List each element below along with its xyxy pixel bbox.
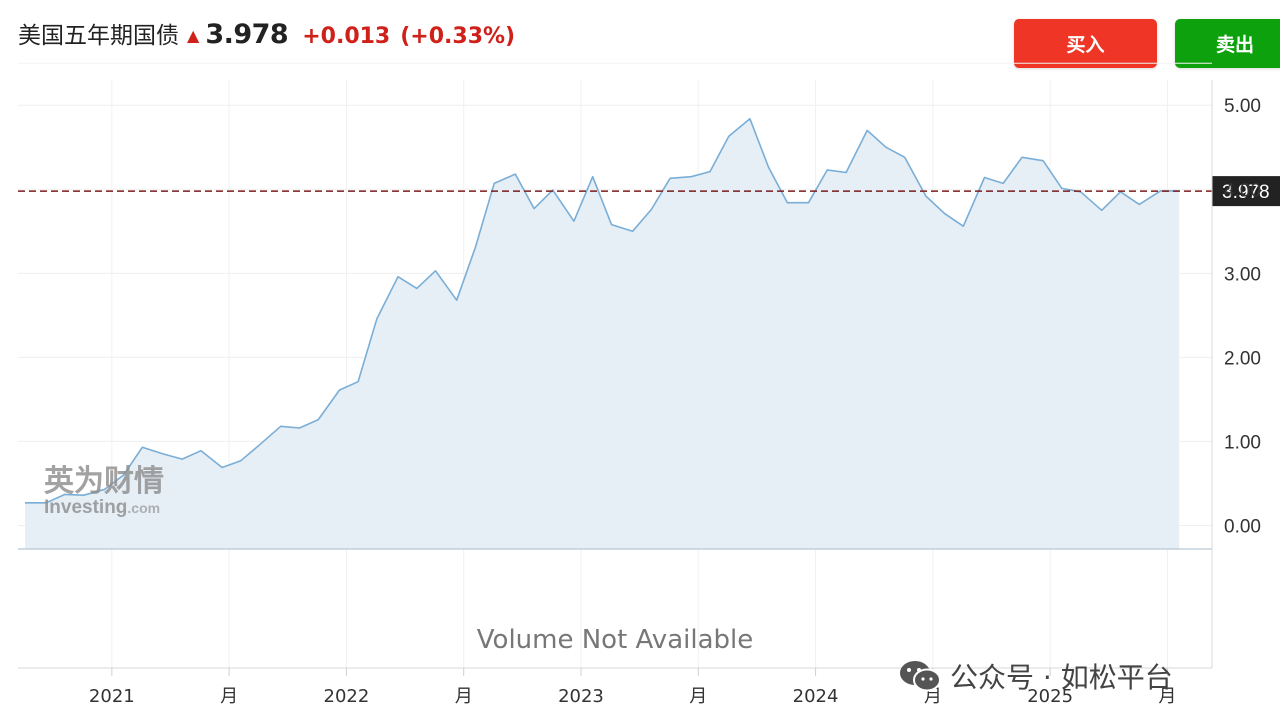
volume-not-available: Volume Not Available [477,625,753,655]
x-tick-label: 月 [455,686,473,707]
y-tick-label: 2.00 [1224,348,1261,369]
y-tick-label: 3.00 [1224,264,1261,285]
price-area-fill [25,118,1180,549]
instrument-title: 美国五年期国债 [18,23,179,49]
x-tick-label: 2022 [324,686,370,707]
wechat-account-text: 公众号 · 如松平台 [950,661,1173,694]
wechat-footer: 公众号 · 如松平台 [898,656,1173,696]
price-change: +0.013 [302,24,391,49]
y-tick-label: 1.00 [1224,432,1261,453]
x-tick-label: 2021 [89,686,135,707]
sell-button[interactable]: 卖出 [1175,19,1280,68]
watermark-cn: 英为财情 [44,464,164,499]
y-tick-label: 0.00 [1224,516,1261,537]
x-tick-label: 2025 [1027,686,1073,707]
watermark-en: Investing.com [44,497,160,518]
x-tick-label: 月 [1158,686,1176,707]
last-price: 3.978 [205,19,289,50]
x-tick-label: 月 [220,686,238,707]
y-tick-label: 4.00 [1224,180,1261,201]
x-tick-label: 2024 [793,686,839,707]
investing-watermark: 英为财情 Investing.com [44,464,164,518]
current-price-tag: 3.978 [1212,176,1280,207]
price-change-percent: (+0.33%) [400,24,516,49]
current-price-label: 3.978 [1222,182,1270,203]
y-axis: 0.00 1.00 2.00 3.00 4.00 5.00 [1224,96,1261,537]
x-tick-label: 月 [689,686,707,707]
x-axis: 2021 月 2022 月 2023 月 2024 月 2025 月 [89,668,1176,707]
up-arrow-icon: ▲ [187,26,200,45]
price-line [25,117,1180,504]
x-tick-label: 2023 [558,686,604,707]
wechat-icon [900,661,941,692]
buy-button[interactable]: 买入 [1014,19,1157,68]
quote-header: 美国五年期国债 ▲ 3.978 +0.013 (+0.33%) [18,16,515,52]
y-tick-label: 5.00 [1224,96,1261,117]
